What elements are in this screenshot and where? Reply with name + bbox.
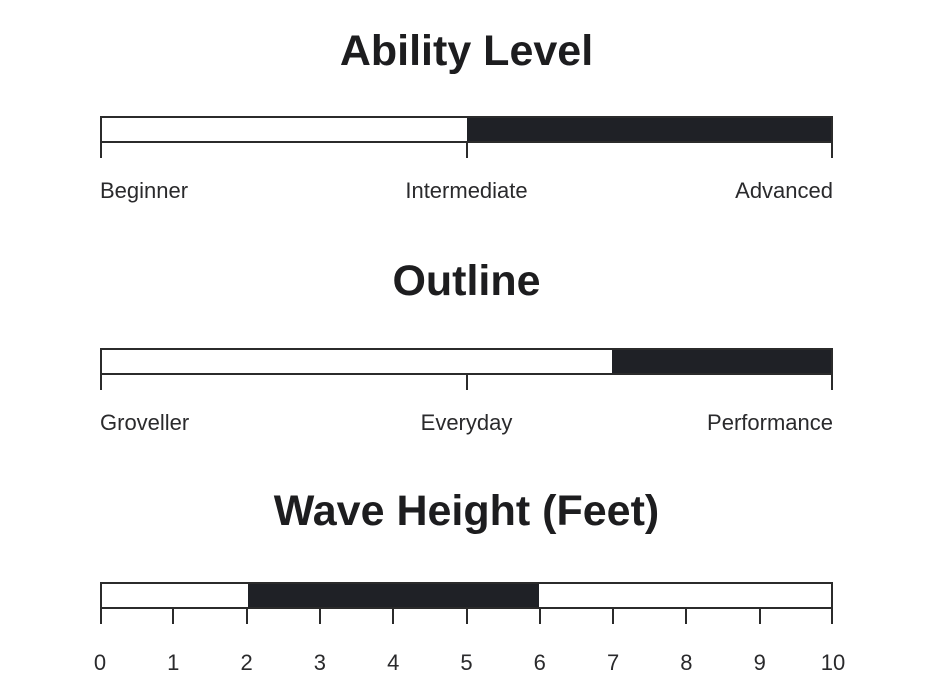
chart-title: Ability Level	[339, 27, 594, 75]
tick-mark	[758, 609, 761, 624]
bar-fill	[247, 584, 540, 607]
tick-label: 4	[387, 650, 400, 675]
tick-label: 1	[167, 650, 180, 675]
tick-mark	[245, 609, 248, 624]
tick-mark	[612, 609, 615, 624]
tick-label: Intermediate	[405, 178, 528, 203]
tick-label: Advanced	[735, 178, 833, 203]
tick-mark	[100, 609, 102, 624]
tick-label: 0	[93, 650, 107, 675]
bar-track	[100, 116, 833, 143]
bar-fill	[612, 350, 831, 373]
tick-mark	[465, 609, 468, 624]
tick-mark	[392, 609, 395, 624]
bar-track	[100, 582, 833, 609]
tick-mark	[172, 609, 175, 624]
tick-label: Performance	[707, 410, 833, 435]
tick-mark	[831, 609, 833, 624]
tick-label: 2	[240, 650, 253, 675]
tick-label: Groveller	[100, 410, 190, 435]
tick-label: 5	[460, 650, 473, 675]
bar-fill	[466, 118, 831, 141]
bar-track	[100, 348, 833, 375]
tick-mark	[538, 609, 541, 624]
tick-mark	[465, 143, 468, 158]
tick-mark	[100, 375, 102, 390]
tick-label: 8	[680, 650, 693, 675]
tick-label: 7	[606, 650, 620, 675]
tick-mark	[465, 375, 468, 390]
tick-label: 6	[533, 650, 546, 675]
tick-label: Everyday	[420, 410, 513, 435]
tick-mark	[100, 143, 102, 158]
tick-mark	[685, 609, 688, 624]
chart-title: Outline	[392, 257, 541, 305]
tick-label: 3	[313, 650, 327, 675]
tick-label: 9	[753, 650, 766, 675]
tick-mark	[831, 143, 833, 158]
chart-title: Wave Height (Feet)	[273, 487, 660, 535]
tick-mark	[318, 609, 321, 624]
tick-label: Beginner	[100, 178, 189, 203]
tick-label: 10	[820, 650, 846, 675]
tick-mark	[831, 375, 833, 390]
